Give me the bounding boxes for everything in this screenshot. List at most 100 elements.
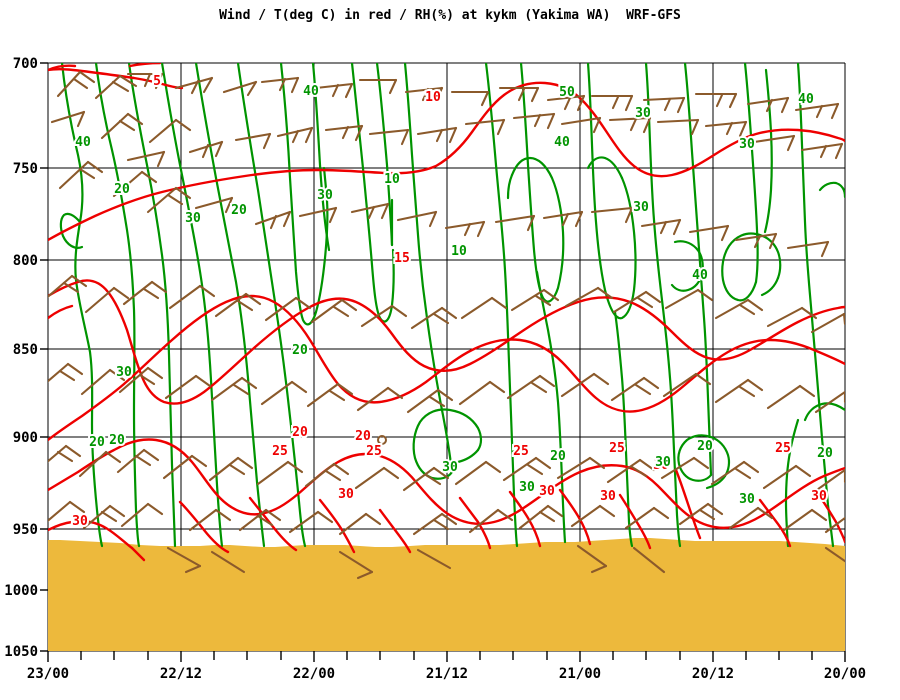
y-tick-label: 1000 xyxy=(4,583,38,599)
wind-barb xyxy=(656,118,700,136)
rh-contour-label: 40 xyxy=(798,92,814,107)
rh-contour-label: 20 xyxy=(231,203,247,218)
wind-barb xyxy=(714,378,764,404)
wind-barb xyxy=(354,466,400,490)
wind-barb xyxy=(560,372,610,398)
wind-barb xyxy=(660,456,710,480)
wind-barb xyxy=(260,76,300,94)
wind-barb xyxy=(664,288,714,310)
rh-contour-label: 20 xyxy=(550,449,566,464)
wind-barb xyxy=(112,170,158,198)
x-tick-label: 22/12 xyxy=(160,666,202,682)
wind-barb xyxy=(542,210,584,228)
rh-contour-label: 30 xyxy=(739,492,755,507)
rh-contour-label: 20 xyxy=(292,343,308,358)
wind-barb xyxy=(502,456,552,482)
wind-barb xyxy=(208,456,254,482)
wind-barb xyxy=(642,96,686,114)
wind-barb xyxy=(368,128,410,146)
wind-barb xyxy=(264,296,312,322)
wind-barb xyxy=(50,110,86,128)
wind-barb xyxy=(276,126,314,144)
rh-contour-label: 40 xyxy=(303,84,319,99)
x-tick-label: 21/00 xyxy=(559,666,601,682)
y-tick-label: 700 xyxy=(13,56,38,72)
y-tick-label: 850 xyxy=(13,342,38,358)
wind-barb xyxy=(94,74,138,100)
wind-barb xyxy=(494,214,536,232)
wind-barb xyxy=(48,362,84,383)
wind-barb xyxy=(324,124,364,142)
wind-barb xyxy=(444,220,486,238)
temperature-contour-label: 15 xyxy=(394,251,410,266)
wind-barb xyxy=(338,550,374,580)
y-tick-label: 750 xyxy=(13,161,38,177)
marker-circle xyxy=(377,435,387,445)
rh-contour-label: 20 xyxy=(114,182,130,197)
temperature-contour-label: 25 xyxy=(366,444,382,459)
wind-barb xyxy=(624,506,670,530)
temperature-contour-label: 25 xyxy=(272,444,288,459)
wind-barb xyxy=(126,150,166,168)
wind-barb xyxy=(704,120,748,138)
wind-barb xyxy=(118,366,164,394)
wind-barb xyxy=(570,504,616,528)
wind-barb xyxy=(188,140,224,159)
rh-contour-label: 30 xyxy=(185,211,201,226)
rh-contour-label: 30 xyxy=(116,365,132,380)
wind-barb xyxy=(640,218,682,236)
wind-barb xyxy=(222,80,258,97)
wind-barb xyxy=(710,460,760,486)
wind-barb xyxy=(174,76,214,95)
x-tick-label: 22/00 xyxy=(293,666,335,682)
wind-barb xyxy=(800,142,844,160)
wind-barb xyxy=(120,502,164,528)
wind-barb xyxy=(468,508,514,534)
rh-contour-label: 20 xyxy=(817,446,833,461)
wind-barb xyxy=(122,280,168,306)
wind-barb xyxy=(766,384,816,410)
wind-barb xyxy=(188,508,232,532)
terrain-fill xyxy=(48,538,845,651)
rh-contour-label: 20 xyxy=(89,435,105,450)
rh-contour-label: 30 xyxy=(519,480,535,495)
wind-barbs xyxy=(48,70,845,580)
wind-barb xyxy=(590,206,634,224)
wind-barb xyxy=(786,240,830,258)
wind-barb xyxy=(358,78,398,95)
wind-barb xyxy=(256,460,304,486)
temperature-contour-label: 25 xyxy=(513,444,529,459)
wind-barb xyxy=(612,290,662,314)
wind-barb xyxy=(48,274,88,298)
wind-barb xyxy=(556,456,606,480)
wind-barb xyxy=(356,386,404,412)
wind-barb xyxy=(396,210,438,228)
wind-barb xyxy=(782,508,828,532)
wind-barb xyxy=(458,380,506,406)
y-tick-label: 900 xyxy=(13,430,38,446)
temperature-contour-label: 20 xyxy=(355,429,371,444)
wind-barb xyxy=(510,288,560,312)
wind-barb xyxy=(814,390,845,414)
rh-contour-labels: 40 40 50 40 30 40 30 20 10 30 30 20 30 10 40 30 20 20 20 20… xyxy=(73,82,835,509)
wind-barb xyxy=(416,548,452,570)
wind-barb xyxy=(78,450,122,478)
chart-title: Wind / T(deg C) in red / RH(%) at kykm (… xyxy=(219,8,681,23)
wind-barb xyxy=(238,508,282,532)
wind-barb xyxy=(576,544,608,574)
wind-barb xyxy=(214,292,262,318)
y-tick-label: 1050 xyxy=(4,644,38,660)
wind-barb xyxy=(260,380,308,406)
wind-barb xyxy=(546,94,586,112)
wind-barb xyxy=(606,458,656,484)
wind-barb xyxy=(360,304,408,328)
wind-barb xyxy=(590,94,634,112)
y-tick-label: 800 xyxy=(13,253,38,269)
rh-contour-label: 30 xyxy=(633,200,649,215)
wind-barb xyxy=(168,284,216,310)
rh-contour-label: 20 xyxy=(697,439,713,454)
wind-barb xyxy=(306,382,354,408)
wind-barb xyxy=(506,374,556,400)
